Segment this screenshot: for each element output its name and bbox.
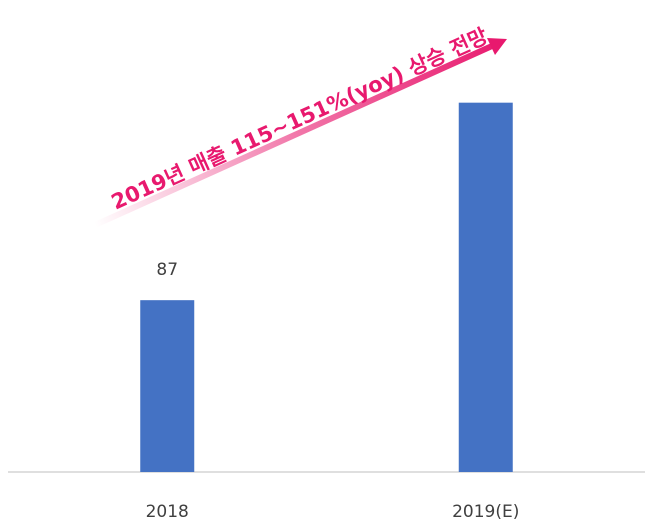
- x-tick-label: 2018: [146, 502, 189, 522]
- data-label: 87: [156, 260, 178, 280]
- trend-arrow: [93, 43, 494, 228]
- x-tick-label: 2019(E): [452, 502, 519, 522]
- bar: [458, 102, 513, 473]
- annotation: 2019년 매출 115~151%(yoy) 상승 전망: [108, 24, 492, 215]
- bar: [140, 300, 195, 472]
- arrow-head: [487, 38, 507, 55]
